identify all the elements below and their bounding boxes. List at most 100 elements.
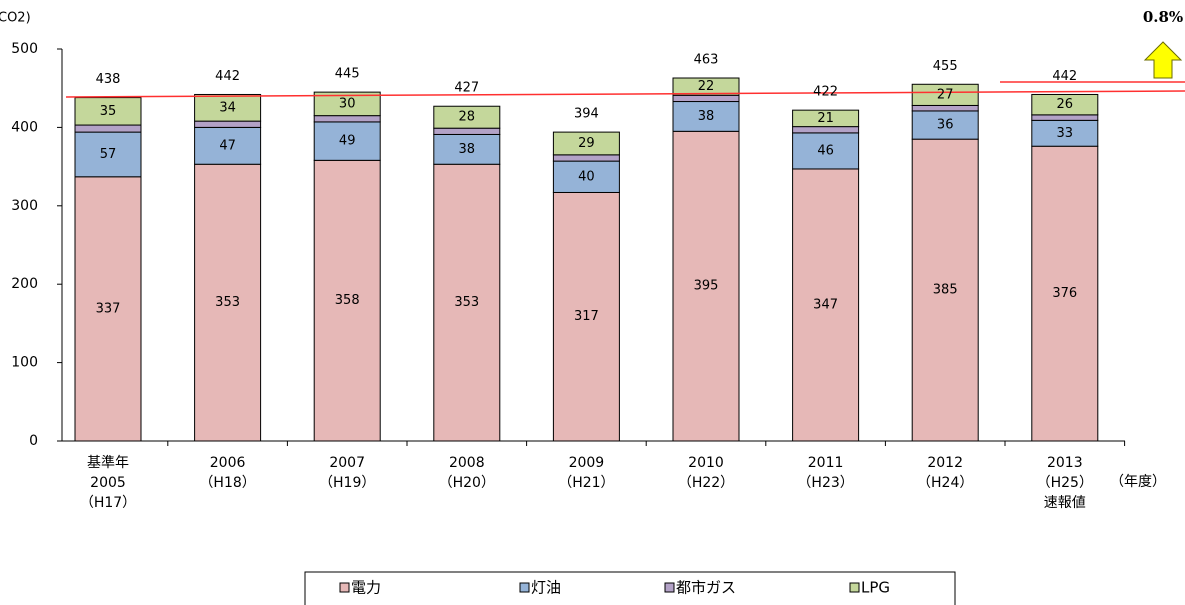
x-tick-label: 2008 （H20） (438, 455, 495, 491)
value-label: 353 (215, 295, 240, 310)
value-label: 347 (813, 297, 838, 312)
legend-swatch (849, 582, 860, 593)
x-tick-label: 2010 （H22） (677, 455, 735, 491)
bar-segment (552, 191, 620, 442)
value-label: 385 (933, 283, 958, 298)
legend (304, 571, 956, 605)
total-label: 422 (813, 85, 838, 100)
legend-label: 電力 (351, 579, 381, 597)
y-tick-label: 200 (11, 276, 38, 292)
total-label: 463 (694, 53, 719, 68)
legend-label: 灯油 (531, 579, 561, 597)
bar-segment (792, 168, 860, 442)
bar-segment (1031, 145, 1099, 442)
bar-segment (433, 105, 501, 129)
value-label: 28 (459, 110, 476, 125)
reference-line (65, 90, 1185, 98)
bar-segment (194, 120, 262, 128)
value-label: 26 (1057, 97, 1074, 112)
bar-segment (911, 104, 979, 112)
x-tick-label: 2012 （H24） (917, 455, 974, 491)
bar-segment (74, 131, 142, 178)
y-tick-label: 300 (11, 198, 38, 214)
bar-segment (313, 121, 381, 161)
annotation: 0.8% (1143, 8, 1183, 26)
bar-segment (313, 91, 381, 117)
bar-segment (672, 94, 740, 103)
bar-segment (1031, 114, 1099, 121)
legend-swatch (339, 582, 350, 593)
y-tick-label: 500 (11, 41, 38, 57)
bar-segment (1031, 93, 1099, 116)
total-label: 445 (335, 67, 360, 82)
bar-segment (672, 101, 740, 132)
x-tick-label: 2013 （H25） 速報値 (1036, 455, 1093, 511)
bar-segment (313, 159, 381, 442)
bar-segment (672, 77, 740, 96)
bar-segment (433, 133, 501, 165)
y-tick-label: 400 (11, 119, 38, 135)
bar-segment (552, 131, 620, 156)
bar-segment (194, 93, 262, 122)
total-label: 394 (574, 107, 599, 122)
bar-segment (1031, 119, 1099, 147)
value-label: 38 (459, 142, 476, 157)
legend-swatch (664, 582, 675, 593)
value-label: 40 (578, 169, 595, 184)
value-label: 49 (339, 134, 356, 149)
value-label: 47 (219, 138, 236, 153)
bar-segment (74, 124, 142, 133)
y-axis-label: CO2) (0, 11, 31, 26)
x-tick-label: 2006 （H18） (199, 455, 256, 491)
total-label: 455 (933, 59, 958, 74)
x-tick-label: 2009 （H21） (558, 455, 615, 491)
arrow (1143, 41, 1183, 79)
value-label: 21 (817, 111, 834, 126)
value-label: 33 (1057, 126, 1074, 141)
value-label: 46 (817, 143, 834, 158)
x-axis-label: （年度） (1110, 474, 1166, 490)
x-tick-label: 基準年 2005 （H17） (79, 455, 137, 511)
bar-segment (911, 83, 979, 106)
bar-segment (552, 160, 620, 193)
bar-segment (313, 115, 381, 123)
bar-segment (433, 163, 501, 442)
y-tick-label: 100 (11, 355, 38, 371)
value-label: 27 (937, 87, 954, 102)
value-label: 29 (578, 136, 595, 151)
value-label: 34 (219, 100, 236, 115)
value-label: 36 (937, 118, 954, 133)
bar-segment (433, 127, 501, 135)
total-label: 438 (96, 72, 121, 87)
value-label: 317 (574, 309, 599, 324)
bar-segment (552, 154, 620, 162)
value-label: 358 (335, 293, 360, 308)
y-tick-label: 0 (29, 433, 38, 449)
bar-segment (911, 138, 979, 442)
bar-segment (792, 132, 860, 170)
value-label: 376 (1052, 286, 1077, 301)
legend-label: 都市ガス (676, 579, 736, 597)
bar-segment (194, 163, 262, 442)
value-label: 337 (96, 301, 121, 316)
value-label: 22 (698, 79, 715, 94)
bar-segment (672, 130, 740, 442)
total-label: 427 (454, 81, 479, 96)
value-label: 30 (339, 96, 356, 111)
value-label: 38 (698, 109, 715, 124)
bar-segment (74, 176, 142, 442)
legend-swatch (519, 582, 530, 593)
value-label: 35 (100, 104, 117, 119)
legend-label: LPG (861, 579, 890, 597)
bar-segment (792, 109, 860, 128)
value-label: 57 (100, 147, 117, 162)
x-tick-label: 2007 （H19） (319, 455, 376, 491)
bar-segment (911, 110, 979, 140)
value-label: 395 (694, 279, 719, 294)
value-label: 353 (454, 295, 479, 310)
x-tick-label: 2011 （H23） (797, 455, 854, 491)
bar-segment (792, 126, 860, 134)
total-label: 442 (1052, 69, 1077, 84)
total-label: 442 (215, 69, 240, 84)
